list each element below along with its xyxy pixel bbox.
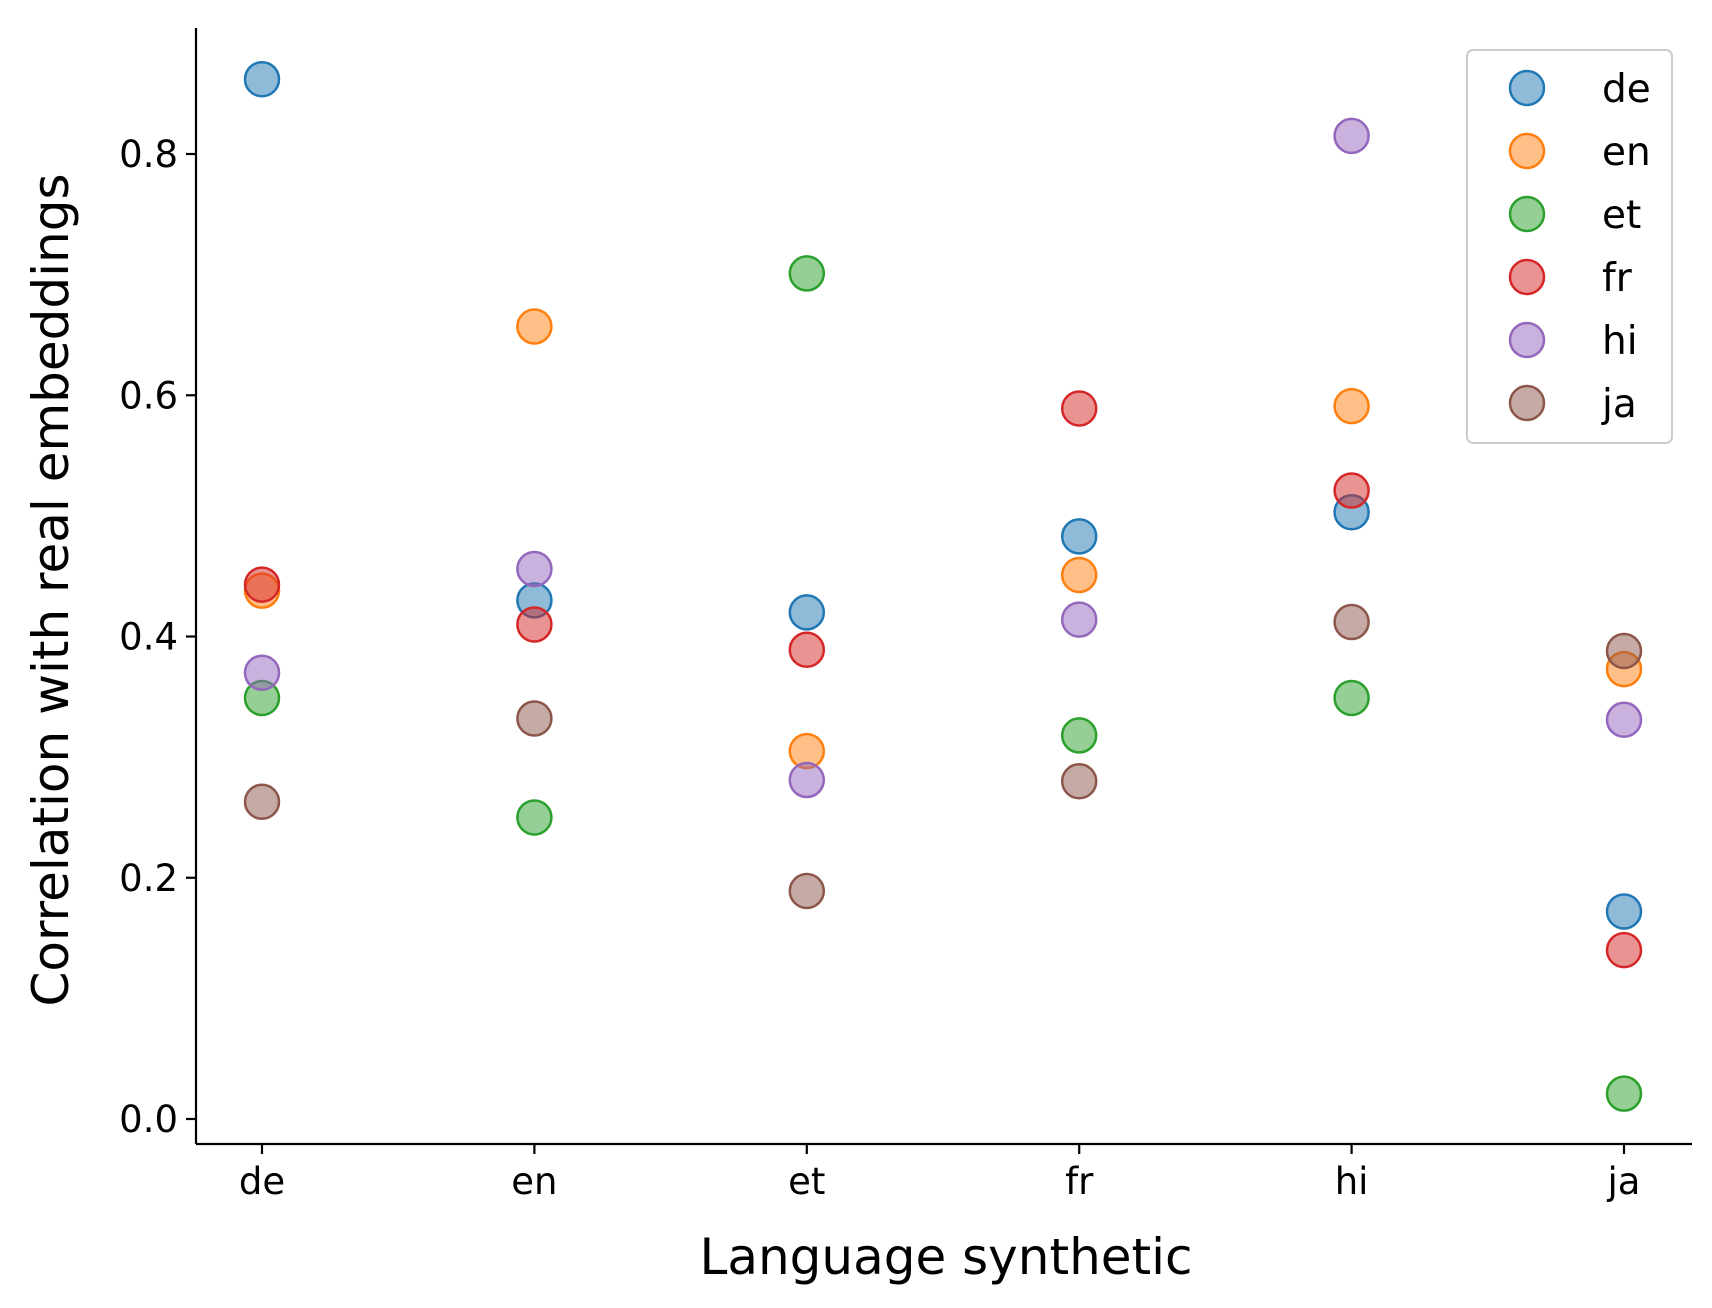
data-point bbox=[1060, 556, 1098, 594]
legend-marker bbox=[1508, 132, 1546, 170]
y-tick-label: 0.0 bbox=[119, 1098, 178, 1141]
series-et bbox=[243, 255, 1643, 1112]
legend-marker bbox=[1508, 384, 1546, 422]
data-point bbox=[243, 654, 281, 691]
data-point bbox=[1060, 717, 1098, 754]
data-points bbox=[243, 60, 1643, 1112]
series-de bbox=[243, 60, 1643, 930]
data-point bbox=[1333, 117, 1370, 155]
legend-entry: de bbox=[1508, 67, 1651, 112]
data-point bbox=[1605, 701, 1643, 738]
axes: 0.0 0.2 0.4 0.6 0.8 de en et fr hi ja bbox=[119, 28, 1692, 1203]
data-point bbox=[788, 761, 826, 799]
x-tick-label: ja bbox=[1607, 1160, 1641, 1203]
legend-label: en bbox=[1602, 130, 1651, 175]
legend-marker bbox=[1508, 195, 1546, 233]
series-hi bbox=[243, 117, 1643, 799]
x-tick-label: en bbox=[511, 1160, 557, 1203]
data-point bbox=[1605, 893, 1643, 930]
legend-label: hi bbox=[1602, 319, 1638, 364]
data-point bbox=[243, 60, 281, 98]
data-point bbox=[1605, 1075, 1643, 1112]
legend-entry: fr bbox=[1508, 256, 1633, 301]
legend-entry: et bbox=[1508, 193, 1641, 238]
legend-label: ja bbox=[1601, 382, 1637, 427]
legend-marker bbox=[1508, 258, 1546, 296]
x-tick-label: de bbox=[239, 1160, 285, 1203]
y-tick-label: 0.2 bbox=[119, 857, 178, 900]
data-point bbox=[516, 550, 553, 588]
data-point bbox=[1333, 387, 1370, 425]
data-point bbox=[1333, 603, 1370, 641]
y-tick-label: 0.6 bbox=[119, 374, 178, 417]
y-tick-label: 0.4 bbox=[119, 616, 178, 659]
data-point bbox=[516, 700, 553, 737]
legend-marker bbox=[1508, 321, 1546, 359]
legend-label: et bbox=[1602, 193, 1641, 238]
legend-marker bbox=[1508, 69, 1546, 107]
data-point bbox=[788, 255, 826, 292]
legend: de en et fr hi ja bbox=[1466, 49, 1673, 444]
data-point bbox=[1060, 601, 1098, 638]
legend-entry: ja bbox=[1508, 382, 1637, 427]
data-point bbox=[1605, 632, 1643, 670]
x-tick-label: hi bbox=[1335, 1160, 1369, 1203]
data-point bbox=[1060, 763, 1098, 800]
legend-label: de bbox=[1602, 67, 1651, 112]
data-point bbox=[516, 799, 553, 836]
x-tick-label: fr bbox=[1065, 1160, 1094, 1203]
series-fr bbox=[243, 390, 1643, 969]
y-axis-title: Correlation with real embeddings bbox=[22, 173, 80, 1006]
series-ja bbox=[243, 603, 1643, 910]
data-point bbox=[516, 308, 553, 345]
legend-label: fr bbox=[1602, 256, 1633, 301]
data-point bbox=[243, 783, 281, 821]
data-point bbox=[1060, 518, 1098, 555]
x-axis-title: Language synthetic bbox=[699, 1228, 1192, 1286]
legend-entry: en bbox=[1508, 130, 1651, 175]
data-point bbox=[243, 566, 281, 603]
series-en bbox=[243, 308, 1643, 770]
data-point bbox=[1333, 679, 1370, 717]
data-point bbox=[1605, 931, 1643, 969]
legend-entry: hi bbox=[1508, 319, 1638, 364]
data-point bbox=[1333, 472, 1370, 509]
y-tick-label: 0.8 bbox=[119, 133, 178, 176]
data-point bbox=[516, 606, 553, 643]
data-point bbox=[788, 872, 826, 910]
data-point bbox=[788, 594, 826, 631]
x-tick-label: et bbox=[788, 1160, 825, 1203]
data-point bbox=[1060, 390, 1098, 427]
data-point bbox=[788, 631, 826, 669]
